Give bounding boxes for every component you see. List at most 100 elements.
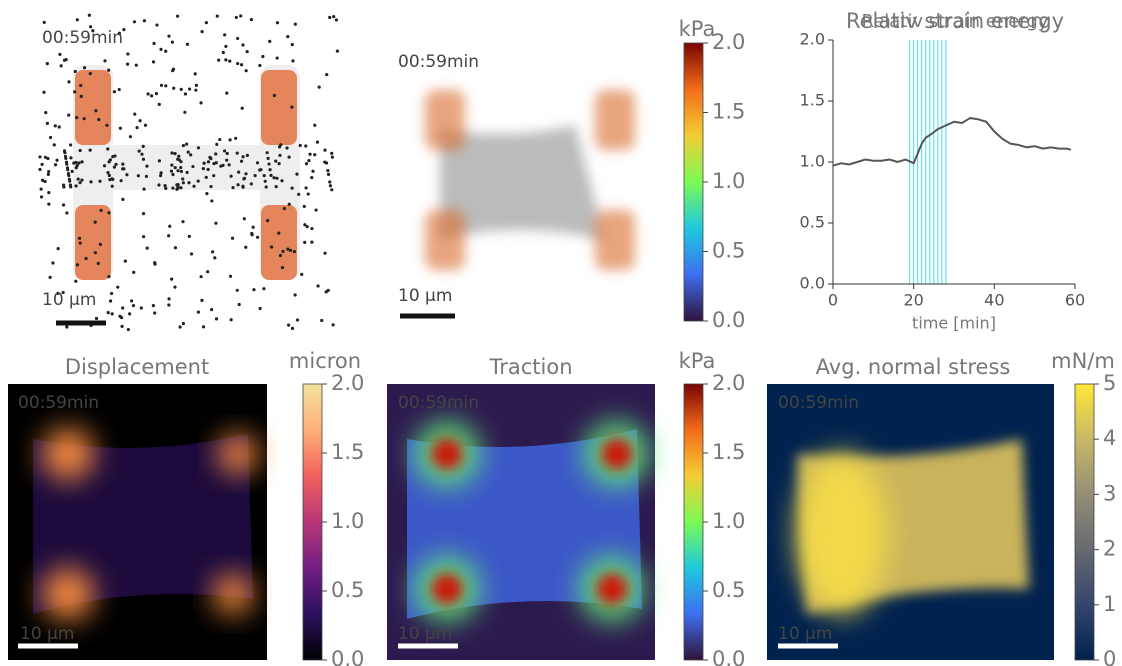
bead [185,142,189,146]
bead [215,142,219,147]
bead [328,15,332,20]
bead [94,109,98,113]
bead [287,202,291,206]
bead [157,102,161,107]
bead [218,137,222,142]
bead [206,167,210,172]
colorbar-label: kPa [679,17,716,41]
bead [39,187,43,191]
arrow-field [425,210,465,270]
bead [331,323,335,327]
colorbar-label: kPa [679,349,716,373]
hotspot [431,438,463,470]
bead [310,226,314,231]
hotspot [218,434,258,474]
bead [290,186,294,190]
bead [316,284,320,288]
bead [236,61,240,66]
colorbar-tick-label: 1 [1103,592,1116,616]
timestamp: 00:59min [42,28,123,48]
bead [288,248,293,252]
hotspot [596,573,628,605]
bead [74,160,78,165]
y-tick-label: 1.0 [800,152,825,171]
bead [167,234,171,238]
bead [120,324,124,328]
bead [103,59,107,63]
bead [77,161,81,165]
bead [99,208,103,212]
bead [171,69,175,73]
bead [110,177,114,181]
bead [239,159,244,163]
bead [133,112,137,116]
x-tick-label: 0 [828,291,838,310]
colorbar-tick-label: 0.5 [712,239,745,263]
bead [194,88,198,92]
bead [335,49,339,53]
bead [168,224,172,228]
bead [69,156,73,160]
bead [266,156,270,160]
bead [290,105,294,109]
bead [40,162,44,166]
bead [179,169,184,174]
bead [263,179,267,183]
colorbar-tick-label: 1.0 [331,509,364,533]
bead [163,184,167,188]
bead [227,163,231,167]
bead [43,179,47,184]
bead [98,179,102,183]
bead [183,92,188,96]
bead [65,211,69,215]
bead [146,92,150,96]
bead [176,185,180,189]
bead [268,168,272,172]
bead [144,174,149,178]
cell [440,125,605,240]
bead [200,298,204,303]
bead [328,184,333,188]
bead [210,307,214,312]
bead [105,123,109,127]
bead [202,161,206,165]
cell [33,434,253,614]
bead [250,231,254,236]
bead [109,291,114,296]
bead [73,90,77,94]
bead [187,87,192,91]
bead [172,86,176,90]
bead [44,110,48,115]
bead [314,208,318,212]
bead [274,159,278,163]
bead [262,174,266,178]
bead [230,236,235,240]
bead [175,14,180,18]
bead [151,60,156,64]
bead [295,172,299,176]
bead [106,147,110,151]
bead [234,136,238,140]
bead [213,256,217,260]
bead [78,148,82,153]
bead [189,153,193,157]
hotspot [42,568,94,620]
bead [141,157,146,161]
bead [62,185,66,189]
bead [181,181,185,185]
bead [157,183,161,187]
bead [191,164,195,169]
bead [119,315,124,320]
bead [253,173,257,178]
bead [181,321,185,326]
arrow-field [75,70,111,145]
bead [73,69,77,74]
panel-title: Avg. normal stress [816,355,1011,379]
bead [64,156,68,161]
bead [235,151,239,155]
bead [107,68,111,72]
colorbar [1074,383,1095,661]
colorbar-tick-label: 0.0 [712,647,745,666]
bead [281,249,285,253]
bead [173,246,178,250]
